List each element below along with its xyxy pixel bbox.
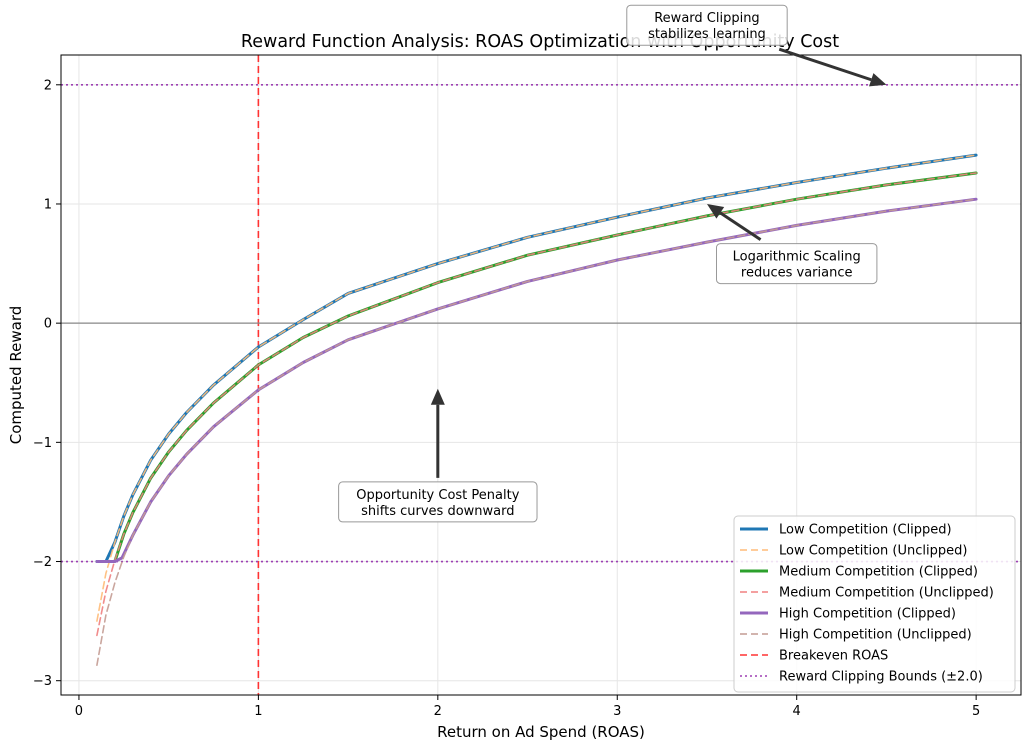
annotation-text: Logarithmic Scaling: [733, 250, 861, 265]
annotation-box: [626, 4, 788, 46]
annotation-text: Opportunity Cost Penalty: [356, 488, 519, 503]
series-line-2: [96, 154, 977, 622]
annotation-arrow-head: [869, 73, 887, 87]
annotation-arrow-head: [706, 203, 725, 219]
legend-box: [733, 515, 1016, 693]
legend-label: High Competition (Unclipped): [779, 628, 972, 643]
y-tick-label: −3: [33, 674, 52, 689]
annotation-arrow-shaft: [778, 47, 872, 82]
x-tick-label: 4: [793, 704, 801, 719]
legend-label: Medium Competition (Clipped): [779, 565, 978, 580]
legend-label: Medium Competition (Unclipped): [779, 586, 994, 601]
annotation-text: reduces variance: [741, 266, 853, 281]
plot-frame: [60, 54, 1022, 696]
y-axis-title: Computed Reward: [7, 306, 25, 445]
annotation-text: stabilizes learning: [648, 27, 766, 42]
annotation-text: shifts curves downward: [361, 504, 514, 519]
x-axis-title: Return on Ad Spend (ROAS): [437, 723, 645, 741]
x-tick-label: 3: [613, 704, 621, 719]
series-line-4: [96, 172, 977, 637]
x-tick-label: 2: [434, 704, 442, 719]
y-tick-label: −2: [33, 555, 52, 570]
legend-label: Low Competition (Clipped): [779, 523, 952, 538]
y-tick-label: 2: [44, 78, 52, 93]
annotation-text: Reward Clipping: [654, 11, 759, 26]
annotation-box: [716, 243, 878, 285]
annotation-arrow-shaft: [719, 211, 762, 241]
x-tick-label: 0: [75, 704, 83, 719]
y-tick-label: 0: [44, 317, 52, 332]
legend-label: Low Competition (Unclipped): [779, 544, 967, 559]
annotation-arrow-head: [430, 388, 445, 405]
axis-ticks: 0 1 2 3 4 5 −3 −2 −1 0 1 2: [33, 78, 980, 719]
annotation-box: [338, 481, 538, 523]
legend-label: High Competition (Clipped): [779, 607, 956, 622]
x-tick-label: 5: [972, 704, 980, 719]
legend-label: Reward Clipping Bounds (±2.0): [779, 670, 983, 685]
y-tick-label: −1: [33, 436, 52, 451]
y-tick-label: 1: [44, 197, 52, 212]
legend-label: Breakeven ROAS: [779, 649, 888, 664]
x-tick-label: 1: [254, 704, 262, 719]
legend: Low Competition (Clipped) Low Competition…: [733, 515, 1016, 693]
series-line-6: [96, 198, 977, 667]
